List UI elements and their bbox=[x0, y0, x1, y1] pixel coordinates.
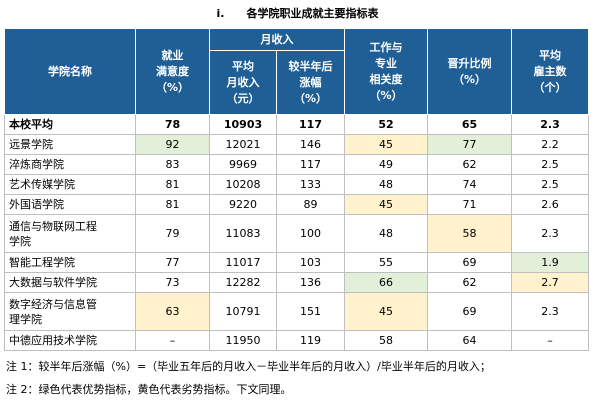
cell-avg-income: 11017 bbox=[209, 252, 277, 273]
cell-college-name: 通信与物联网工程 学院 bbox=[4, 214, 136, 253]
header-income-growth: 较半年后 涨幅 （%） bbox=[276, 50, 345, 115]
cell-employers: 2.3 bbox=[511, 114, 589, 135]
table-row: 远景学院 92 12021 146 45 77 2.2 bbox=[4, 134, 589, 155]
cell-satisfaction: 83 bbox=[135, 154, 210, 175]
cell-promotion: 77 bbox=[427, 134, 512, 155]
cell-promotion: 74 bbox=[427, 174, 512, 195]
cell-college-name: 淬炼商学院 bbox=[4, 154, 136, 175]
cell-relevance: 48 bbox=[344, 214, 428, 253]
career-indicators-table: 学院名称 就业 满意度 （%） 月收入 工作与 专业 相关度 （%） 晋升比例 （%） 平均… bbox=[4, 28, 589, 351]
cell-college-name: 智能工程学院 bbox=[4, 252, 136, 273]
cell-employers: 2.6 bbox=[511, 194, 589, 215]
cell-promotion: 62 bbox=[427, 154, 512, 175]
cell-income-growth: 117 bbox=[276, 114, 345, 135]
cell-satisfaction: 78 bbox=[135, 114, 210, 135]
table-row: 大数据与软件学院 73 12282 136 66 62 2.7 bbox=[4, 272, 589, 293]
cell-income-growth: 117 bbox=[276, 154, 345, 175]
cell-satisfaction: – bbox=[135, 330, 210, 351]
cell-satisfaction: 73 bbox=[135, 272, 210, 293]
table-row-average: 本校平均 78 10903 117 52 65 2.3 bbox=[4, 114, 589, 135]
cell-promotion: 69 bbox=[427, 292, 512, 331]
table-body: 本校平均 78 10903 117 52 65 2.3 远景学院 92 12021 146 45 77 2… bbox=[4, 114, 589, 351]
cell-college-name: 数字经济与信息管 理学院 bbox=[4, 292, 136, 331]
cell-promotion: 71 bbox=[427, 194, 512, 215]
cell-college-name: 艺术传媒学院 bbox=[4, 174, 136, 195]
cell-relevance: 66 bbox=[344, 272, 428, 293]
header-promotion: 晋升比例 （%） bbox=[427, 28, 512, 115]
cell-satisfaction: 63 bbox=[135, 292, 210, 331]
footnote-2: 注 2：绿色代表优势指标，黄色代表劣势指标。下文同理。 bbox=[6, 383, 292, 396]
cell-income-growth: 89 bbox=[276, 194, 345, 215]
cell-promotion: 69 bbox=[427, 252, 512, 273]
cell-promotion: 62 bbox=[427, 272, 512, 293]
cell-college-name: 远景学院 bbox=[4, 134, 136, 155]
header-college: 学院名称 bbox=[4, 28, 136, 115]
cell-avg-income: 9220 bbox=[209, 194, 277, 215]
cell-avg-income: 12021 bbox=[209, 134, 277, 155]
table-row: 数字经济与信息管 理学院 63 10791 151 45 69 2.3 bbox=[4, 292, 589, 331]
cell-college-name: 中德应用技术学院 bbox=[4, 330, 136, 351]
cell-avg-income: 11083 bbox=[209, 214, 277, 253]
cell-avg-income: 10791 bbox=[209, 292, 277, 331]
header-relevance: 工作与 专业 相关度 （%） bbox=[344, 28, 428, 115]
cell-employers: 1.9 bbox=[511, 252, 589, 273]
cell-employers: 2.3 bbox=[511, 292, 589, 331]
cell-avg-income: 11950 bbox=[209, 330, 277, 351]
cell-avg-income: 9969 bbox=[209, 154, 277, 175]
cell-avg-income: 10903 bbox=[209, 114, 277, 135]
table-row: 智能工程学院 77 11017 103 55 69 1.9 bbox=[4, 252, 589, 273]
cell-satisfaction: 77 bbox=[135, 252, 210, 273]
cell-relevance: 48 bbox=[344, 174, 428, 195]
cell-relevance: 49 bbox=[344, 154, 428, 175]
cell-satisfaction: 92 bbox=[135, 134, 210, 155]
cell-promotion: 65 bbox=[427, 114, 512, 135]
cell-satisfaction: 79 bbox=[135, 214, 210, 253]
table-row: 艺术传媒学院 81 10208 133 48 74 2.5 bbox=[4, 174, 589, 195]
table-caption: i. 各学院职业成就主要指标表 bbox=[0, 0, 595, 28]
caption-title: 各学院职业成就主要指标表 bbox=[246, 7, 379, 20]
table-row: 中德应用技术学院 –11950 119 58 64– bbox=[4, 330, 589, 351]
cell-promotion: 58 bbox=[427, 214, 512, 253]
cell-income-growth: 100 bbox=[276, 214, 345, 253]
cell-avg-income: 10208 bbox=[209, 174, 277, 195]
header-satisfaction: 就业 满意度 （%） bbox=[135, 28, 210, 115]
table-row: 外国语学院 81 9220 89 45 71 2.6 bbox=[4, 194, 589, 215]
cell-income-growth: 136 bbox=[276, 272, 345, 293]
cell-promotion: 64 bbox=[427, 330, 512, 351]
header-employers: 平均 雇主数 （个） bbox=[511, 28, 589, 115]
cell-relevance: 45 bbox=[344, 134, 428, 155]
cell-income-growth: 151 bbox=[276, 292, 345, 331]
header-avg-income: 平均 月收入 （元） bbox=[209, 50, 277, 115]
header-income-group: 月收入 bbox=[209, 28, 345, 51]
cell-college-name: 大数据与软件学院 bbox=[4, 272, 136, 293]
cell-college-name: 外国语学院 bbox=[4, 194, 136, 215]
cell-income-growth: 133 bbox=[276, 174, 345, 195]
cell-relevance: 45 bbox=[344, 194, 428, 215]
cell-relevance: 45 bbox=[344, 292, 428, 331]
cell-avg-income: 12282 bbox=[209, 272, 277, 293]
cell-college-name: 本校平均 bbox=[4, 114, 136, 135]
cell-relevance: 52 bbox=[344, 114, 428, 135]
cell-employers: 2.2 bbox=[511, 134, 589, 155]
cell-relevance: 55 bbox=[344, 252, 428, 273]
cell-employers: 2.3 bbox=[511, 214, 589, 253]
footnote-1: 注 1：较半年后涨幅（%）=（毕业五年后的月收入－毕业半年后的月收入）/毕业半年… bbox=[6, 360, 491, 373]
cell-income-growth: 146 bbox=[276, 134, 345, 155]
cell-relevance: 58 bbox=[344, 330, 428, 351]
cell-income-growth: 119 bbox=[276, 330, 345, 351]
cell-income-growth: 103 bbox=[276, 252, 345, 273]
cell-employers: 2.7 bbox=[511, 272, 589, 293]
cell-employers: 2.5 bbox=[511, 174, 589, 195]
cell-employers: – bbox=[511, 330, 589, 351]
cell-satisfaction: 81 bbox=[135, 174, 210, 195]
table-row: 淬炼商学院 83 9969 117 49 62 2.5 bbox=[4, 154, 589, 175]
cell-employers: 2.5 bbox=[511, 154, 589, 175]
cell-satisfaction: 81 bbox=[135, 194, 210, 215]
caption-number: i. bbox=[216, 7, 225, 20]
table-row: 通信与物联网工程 学院 79 11083 100 48 58 2.3 bbox=[4, 214, 589, 253]
